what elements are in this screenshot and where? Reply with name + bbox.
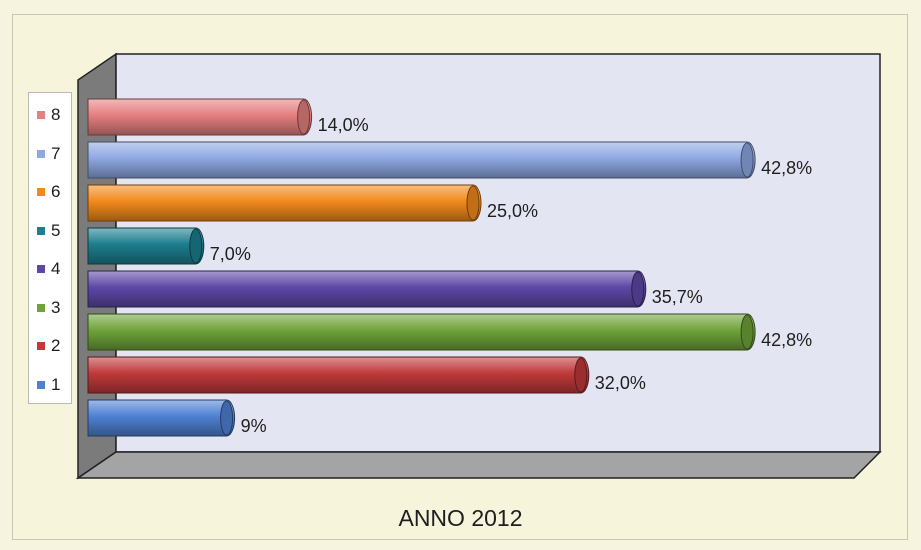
data-label-series-2: 32,0%	[595, 373, 646, 393]
legend-label: 4	[51, 259, 61, 278]
legend-item-7: 7	[29, 144, 71, 164]
legend-swatch	[37, 342, 45, 350]
legend-swatch	[37, 265, 45, 273]
legend: 1 2 3 4 5 6 7 8	[28, 92, 72, 404]
bar-cap-series-6	[466, 185, 480, 221]
data-label-series-8: 14,0%	[318, 115, 369, 135]
bar-cap-series-3	[740, 314, 754, 350]
legend-item-1: 1	[29, 375, 71, 395]
legend-label: 5	[51, 220, 61, 240]
data-label-series-6: 25,0%	[487, 201, 538, 221]
bar-series-5	[87, 227, 205, 265]
bar-series-1	[87, 399, 236, 437]
legend-swatch	[37, 303, 45, 312]
bar-series-6	[87, 184, 482, 222]
data-labels-group: 9% 32,0% 42,8% 35,7% 7,0% 25,0% 42,8% 14,0%	[210, 115, 812, 436]
bar-cap-series-1	[220, 400, 234, 436]
chart-caption: ANNO 2012	[398, 505, 523, 531]
data-label-series-4: 35,7%	[652, 287, 703, 307]
bar-series-3	[87, 313, 756, 351]
legend-swatch	[37, 226, 45, 235]
legend-label: 6	[51, 182, 61, 201]
bar-series-2	[87, 356, 590, 394]
bars-group	[87, 98, 756, 437]
bar-cap-series-8	[297, 99, 311, 135]
floor	[75, 451, 882, 479]
bar-cap-series-2	[574, 357, 588, 393]
legend-label: 7	[51, 143, 61, 163]
legend-label: 8	[51, 105, 61, 124]
legend-item-8: 8	[29, 105, 71, 125]
data-label-series-5: 7,0%	[210, 244, 251, 264]
data-label-series-7: 42,8%	[761, 158, 812, 178]
legend-item-5: 5	[29, 221, 71, 241]
bar-series-4	[87, 270, 647, 308]
legend-item-6: 6	[29, 182, 71, 202]
legend-swatch	[37, 149, 45, 158]
legend-swatch	[37, 380, 45, 389]
bar-cap-series-5	[189, 228, 203, 264]
legend-label: 1	[51, 374, 61, 394]
bar-cap-series-7	[740, 142, 754, 178]
bar-cap-series-4	[631, 271, 645, 307]
legend-swatch	[37, 111, 45, 119]
legend-item-4: 4	[29, 259, 71, 279]
legend-item-2: 2	[29, 336, 71, 356]
legend-item-3: 3	[29, 298, 71, 318]
data-label-series-3: 42,8%	[761, 330, 812, 350]
bar-series-7	[87, 141, 756, 179]
legend-swatch	[37, 188, 45, 196]
legend-label: 2	[51, 336, 61, 355]
data-label-series-1: 9%	[241, 416, 267, 436]
bar-series-8	[87, 98, 313, 136]
legend-label: 3	[51, 297, 61, 317]
